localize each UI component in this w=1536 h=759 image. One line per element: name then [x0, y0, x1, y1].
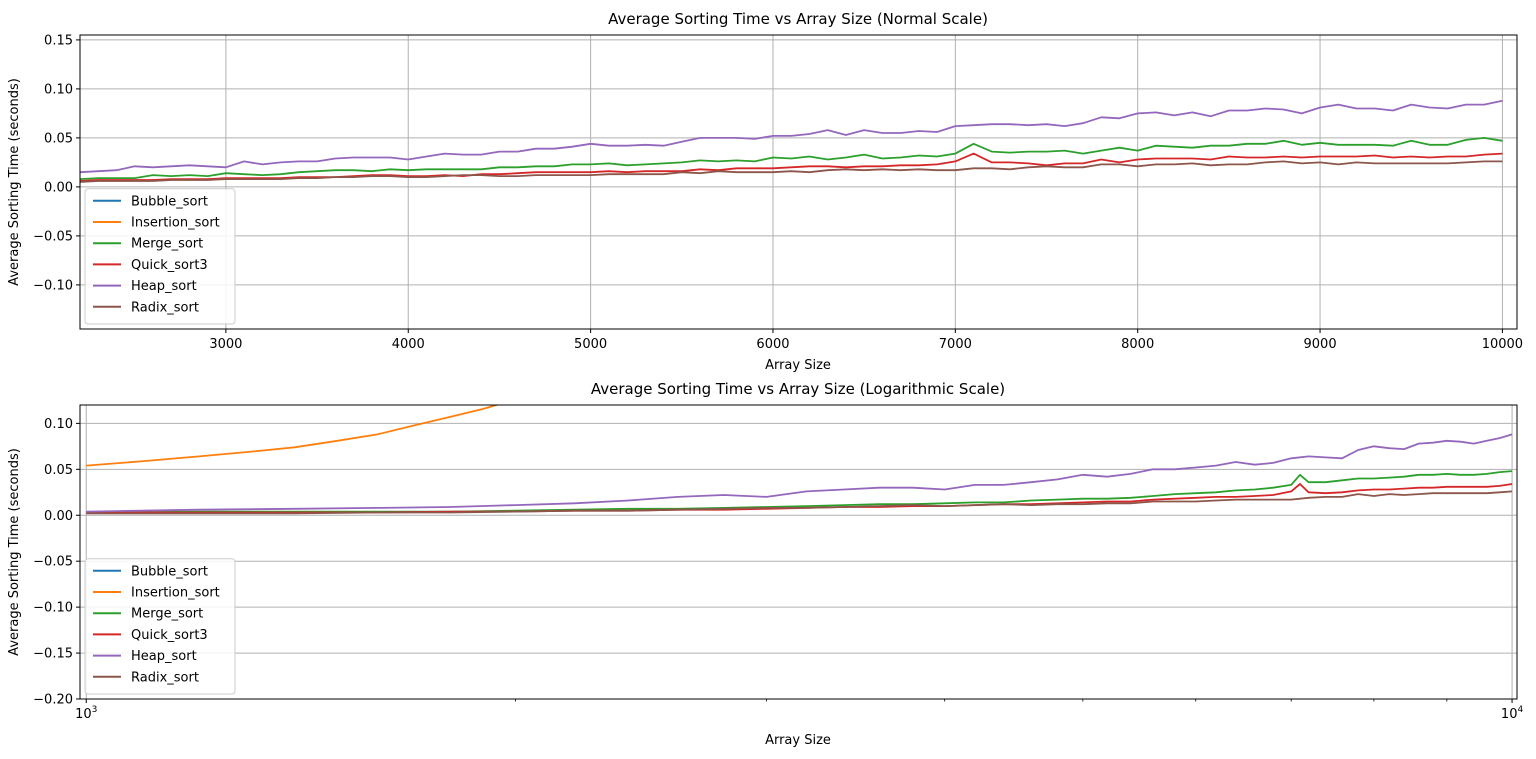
y-axis-label: Average Sorting Time (seconds)	[7, 448, 22, 656]
legend: Bubble_sort Insertion_sort Merge_sort Quick…	[84, 558, 236, 695]
y-tick-label: −0.10	[33, 278, 73, 293]
x-tick-label: 10000	[1482, 337, 1523, 352]
grid	[80, 405, 1517, 700]
x-tick-label: 7000	[939, 337, 972, 352]
x-axis-label: Array Size	[765, 733, 831, 748]
x-tick-label: 6000	[756, 337, 789, 352]
legend-label: Radix_sort	[131, 300, 199, 315]
chart-title: Average Sorting Time vs Array Size (Norm…	[608, 10, 988, 28]
x-tick-label: 104	[1501, 705, 1524, 722]
y-tick-label: 0.10	[44, 82, 73, 97]
y-tick-label: 0.00	[44, 180, 73, 195]
series-line-heap-sort	[80, 99, 1503, 174]
chart-title: Average Sorting Time vs Array Size (Loga…	[591, 380, 1005, 398]
y-tick-label: −0.05	[33, 555, 73, 570]
y-axis-label: Average Sorting Time (seconds)	[7, 78, 22, 286]
series-line-heap-sort	[86, 433, 1513, 513]
series-lines	[80, 99, 1503, 183]
tick-labels: 3000 4000 5000 6000 7000 8000 9000 10000 −0.10 −0…	[33, 33, 1523, 352]
legend-label: Merge_sort	[131, 607, 203, 622]
y-tick-label: −0.10	[33, 601, 73, 616]
x-tick-label-exponent: 3	[92, 705, 98, 715]
series-line-insertion-sort	[86, 405, 500, 467]
y-tick-label: −0.20	[33, 693, 73, 708]
legend-label: Merge_sort	[131, 237, 203, 252]
y-tick-label: 0.10	[44, 417, 73, 432]
y-tick-label: 0.15	[44, 33, 73, 48]
y-tick-label: 0.05	[44, 463, 73, 478]
grid	[80, 35, 1517, 329]
chart-normal-scale: Average Sorting Time vs Array Size (Norm…	[7, 10, 1523, 373]
x-tick-label: 8000	[1121, 337, 1154, 352]
x-tick-label: 3000	[209, 337, 242, 352]
x-tick-label-base: 10	[75, 707, 92, 722]
x-axis-label: Array Size	[765, 358, 831, 373]
legend-label: Radix_sort	[131, 670, 199, 685]
chart-log-scale: Average Sorting Time vs Array Size (Loga…	[7, 380, 1523, 748]
plot-frame	[79, 404, 1518, 700]
tick-labels: 103 104−0.20−0.15−0.10−0.050.000.050.10	[33, 417, 1523, 722]
legend-label: Bubble_sort	[131, 564, 208, 579]
legend: Bubble_sort Insertion_sort Merge_sort Quick…	[84, 188, 236, 325]
y-tick-label: 0.00	[44, 509, 73, 524]
legend-label: Bubble_sort	[131, 194, 208, 209]
legend-label: Quick_sort3	[131, 628, 208, 643]
legend-label: Insertion_sort	[131, 216, 220, 231]
series-line-radix-sort	[80, 160, 1503, 183]
plot-frame	[79, 34, 1518, 330]
legend-label: Heap_sort	[131, 649, 197, 664]
series-line-merge-sort	[80, 136, 1503, 180]
legend-box	[84, 558, 236, 695]
x-tick-label-exponent: 4	[1517, 705, 1523, 715]
legend-label: Insertion_sort	[131, 586, 220, 601]
series-line-quick-sort3	[80, 152, 1503, 182]
x-tick-label: 5000	[574, 337, 607, 352]
x-tick-label-base: 10	[1501, 707, 1518, 722]
legend-label: Heap_sort	[131, 279, 197, 294]
x-tick-label: 4000	[392, 337, 425, 352]
y-tick-label: 0.05	[44, 131, 73, 146]
legend-label: Quick_sort3	[131, 258, 208, 273]
y-tick-label: −0.05	[33, 229, 73, 244]
x-tick-label: 9000	[1304, 337, 1337, 352]
series-lines	[86, 405, 1513, 515]
legend-box	[84, 188, 236, 325]
x-tick-label: 103	[75, 705, 97, 722]
series-line-merge-sort	[86, 470, 1513, 514]
series-line-radix-sort	[86, 490, 1513, 515]
y-tick-label: −0.15	[33, 647, 73, 662]
